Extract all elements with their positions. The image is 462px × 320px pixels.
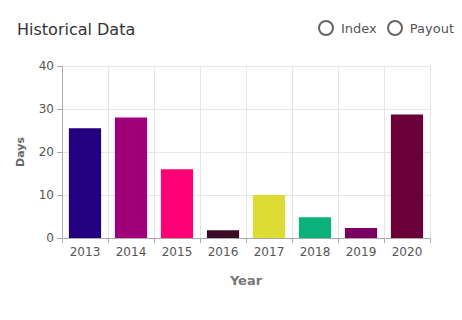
svg-text:2019: 2019: [346, 245, 377, 259]
svg-text:2020: 2020: [392, 245, 423, 259]
svg-text:2014: 2014: [116, 245, 147, 259]
svg-text:30: 30: [39, 102, 54, 116]
svg-text:10: 10: [39, 188, 54, 202]
html-text:Index: Index: [341, 20, 377, 36]
svg-text:2018: 2018: [300, 245, 331, 259]
svg-text:0: 0: [46, 231, 54, 245]
html-text:Payout: Payout: [409, 20, 454, 36]
svg-text:20: 20: [39, 145, 54, 159]
svg-text:Year: Year: [229, 273, 263, 288]
svg-text:2015: 2015: [162, 245, 193, 259]
svg-text:2013: 2013: [70, 245, 101, 259]
svg-text:Days: Days: [14, 137, 27, 167]
svg-text:Historical Data: Historical Data: [17, 20, 135, 39]
svg-text:40: 40: [39, 59, 54, 73]
svg-text:2016: 2016: [208, 245, 239, 259]
svg-text:2017: 2017: [254, 245, 285, 259]
